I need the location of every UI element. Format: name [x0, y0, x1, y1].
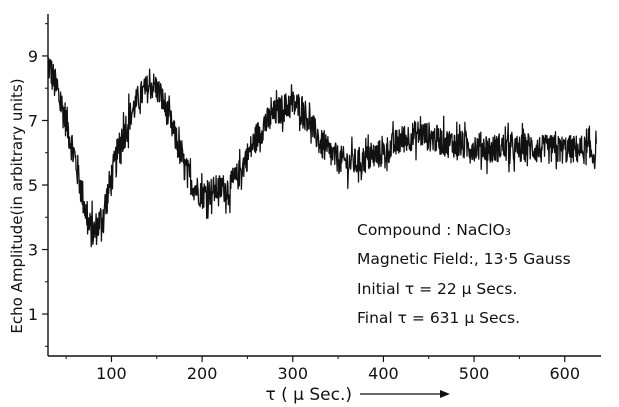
annotation-compound: Compound : NaClO₃ — [357, 221, 511, 239]
echo-amplitude-series-line — [47, 56, 597, 248]
y-tick-label: 9 — [28, 47, 38, 66]
plot-frame — [47, 14, 601, 357]
chart-annotations: Compound : NaClO₃ Magnetic Field:, 13·5 … — [357, 221, 571, 327]
x-tick-label: 500 — [459, 364, 490, 383]
x-tick-label: 100 — [96, 364, 127, 383]
y-axis-label: Echo Amplitude(in arbitrary units) — [8, 78, 26, 333]
x-tick-label: 300 — [277, 364, 308, 383]
x-axis-label: τ ( μ Sec.) — [265, 385, 352, 405]
annotation-magnetic-field: Magnetic Field:, 13·5 Gauss — [357, 250, 571, 268]
y-tick-label: 5 — [28, 176, 38, 195]
x-tick-label: 200 — [187, 364, 218, 383]
y-axis-ticks: 1 3 5 7 9 — [28, 23, 48, 347]
x-axis-arrow — [360, 390, 450, 398]
y-tick-label: 1 — [28, 305, 38, 324]
y-tick-label: 3 — [28, 241, 38, 260]
x-axis-ticks: 100 200 300 400 500 600 — [65, 356, 580, 383]
annotation-final-tau: Final τ = 631 μ Secs. — [357, 309, 520, 327]
x-tick-label: 600 — [549, 364, 580, 383]
x-tick-label: 400 — [368, 364, 399, 383]
y-tick-label: 7 — [28, 111, 38, 130]
annotation-initial-tau: Initial τ = 22 μ Secs. — [357, 280, 517, 298]
